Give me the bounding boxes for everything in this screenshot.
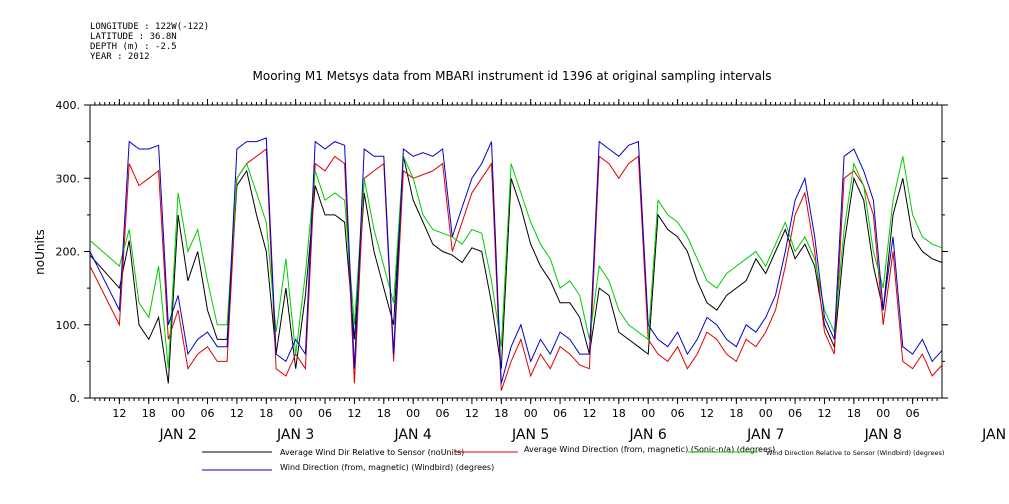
y-tick-label: 0. [70, 392, 81, 405]
x-tick-label: 00 [406, 407, 420, 420]
y-tick-label: 400. [56, 99, 81, 112]
y-tick-label: 200. [56, 246, 81, 259]
x-tick-label: 06 [201, 407, 215, 420]
y-tick-label: 300. [56, 172, 81, 185]
legend: Average Wind Dir Relative to Sensor (noU… [202, 445, 944, 472]
x-tick-label: 12 [112, 407, 126, 420]
x-tick-label: 06 [906, 407, 920, 420]
x-tick-label: 06 [553, 407, 567, 420]
x-tick-label: 12 [347, 407, 361, 420]
axis-layer: 0. 100. 200. 300. 400. 12 18 00 06 12 18 00 06 12 18 00… [56, 99, 1009, 443]
x-tick-label: 06 [671, 407, 685, 420]
x-tick-label: 12 [817, 407, 831, 420]
x-tick-label: 18 [494, 407, 508, 420]
x-tick-label: 00 [759, 407, 773, 420]
chart-title: Mooring M1 Metsys data from MBARI instru… [253, 69, 772, 83]
x-day-label: JAN 6 [629, 427, 667, 443]
y-axis-label: noUnits [33, 229, 47, 275]
x-tick-label: 00 [171, 407, 185, 420]
x-tick-label: 12 [230, 407, 244, 420]
x-tick-label: 06 [318, 407, 332, 420]
series-layer [89, 137, 943, 391]
x-tick-label: 00 [524, 407, 538, 420]
x-day-label: JAN 4 [394, 427, 432, 443]
legend-label-1: Average Wind Dir Relative to Sensor (noU… [280, 448, 464, 457]
x-tick-label: 12 [582, 407, 596, 420]
x-tick-label: 06 [788, 407, 802, 420]
x-tick-label: 18 [847, 407, 861, 420]
series-line-1 [89, 156, 943, 384]
x-tick-label: 18 [729, 407, 743, 420]
legend-label-4: Wind Direction (from, magnetic) (Windbir… [280, 463, 494, 472]
x-tick-label: 18 [377, 407, 391, 420]
x-tick-label: 00 [876, 407, 890, 420]
series-line-2 [89, 148, 943, 391]
metadata-block: LONGITUDE : 122W(-122) LATITUDE : 36.8N … [90, 22, 209, 62]
x-tick-label: 12 [465, 407, 479, 420]
metadata-latitude: LATITUDE : 36.8N [90, 32, 177, 42]
x-day-label: JAN 8 [864, 427, 902, 443]
x-day-label: JAN 2 [158, 427, 196, 443]
metadata-depth: DEPTH (m) : -2.5 [90, 42, 177, 52]
x-tick-label: 00 [641, 407, 655, 420]
x-day-label: JAN 5 [511, 427, 549, 443]
x-day-label: JAN 9 [981, 427, 1009, 443]
series-line-3 [89, 156, 943, 369]
x-day-label: JAN 7 [746, 427, 784, 443]
metadata-longitude: LONGITUDE : 122W(-122) [90, 22, 210, 32]
legend-label-3: Wind Direction Relative to Sensor (Windb… [766, 449, 944, 457]
series-line-4 [89, 137, 943, 384]
x-tick-label: 06 [436, 407, 450, 420]
metadata-year: YEAR : 2012 [90, 52, 150, 62]
x-tick-label: 00 [289, 407, 303, 420]
x-day-label: JAN 3 [276, 427, 314, 443]
y-tick-label: 100. [56, 319, 81, 332]
x-tick-label: 18 [612, 407, 626, 420]
x-tick-label: 12 [700, 407, 714, 420]
x-tick-label: 18 [259, 407, 273, 420]
legend-label-2: Average Wind Direction (from, magnetic) … [524, 445, 775, 454]
x-tick-label: 18 [142, 407, 156, 420]
